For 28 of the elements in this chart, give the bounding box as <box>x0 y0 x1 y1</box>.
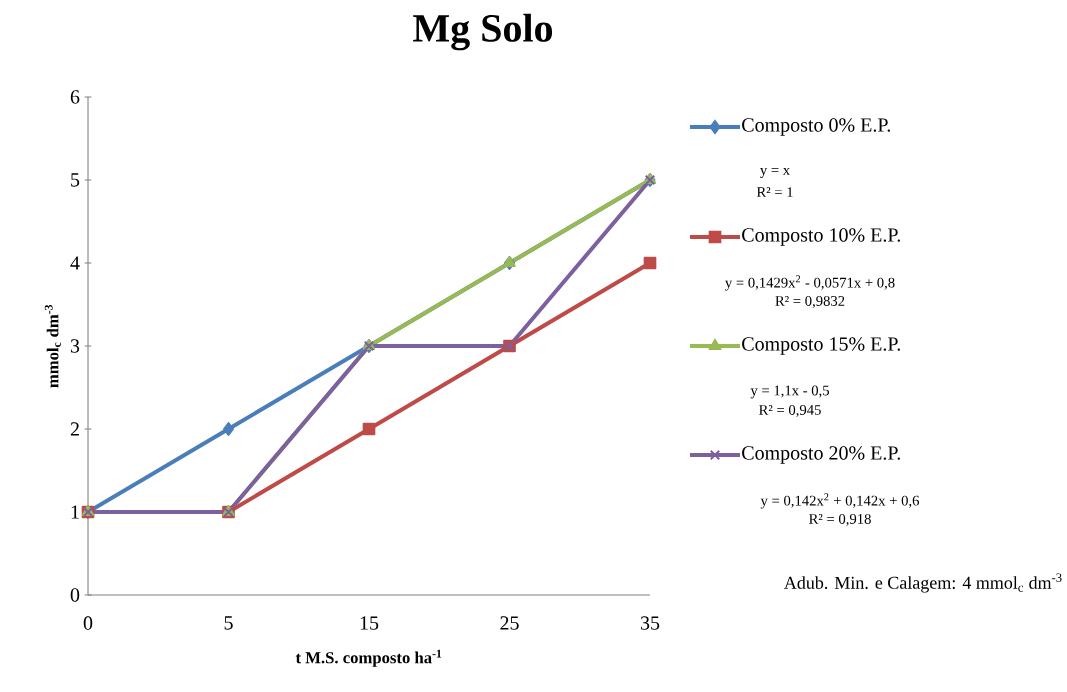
y-axis-title: mmol$_{c}$ dm$^{-3}$ <box>44 304 61 388</box>
y-tick-label: 6 <box>70 90 80 104</box>
x-tick-label: 25 <box>500 616 519 630</box>
x-tick-label: 5 <box>224 616 233 630</box>
text: y = x <box>760 168 790 178</box>
text: R² = 1 <box>756 187 793 197</box>
text: R² = 0,918 <box>809 513 871 526</box>
x-axis-title: t M.S. composto ha$^{-1}$ <box>295 649 442 667</box>
text: Adub. Min. e Calagem: 4 mmol$_{c}$ dm$^{-3}$ <box>784 573 1062 593</box>
legend-label: Composto 10% E.P. <box>742 228 900 246</box>
legend-label: Composto 15% E.P. <box>742 337 900 355</box>
y-tick-label: 1 <box>71 505 79 519</box>
legend-label: Composto 20% E.P. <box>742 446 900 464</box>
text: R² = 0,9832 <box>775 295 845 308</box>
y-tick-label: 4 <box>70 256 80 270</box>
y-tick-label: 3 <box>70 339 80 353</box>
text: R² = 0,945 <box>759 404 821 417</box>
text: y = 0,142x$^{2}$ + 0,142x + 0,6 <box>760 493 920 509</box>
legend-label: Composto 0% E.P. <box>742 118 890 136</box>
x-tick-label: 0 <box>83 616 93 630</box>
text: y = 0,1429x$^{2}$ - 0,0571x + 0,8 <box>725 275 895 291</box>
chart-title: Mg Solo <box>413 13 553 51</box>
y-tick-label: 0 <box>70 588 80 602</box>
y-tick-label: 2 <box>70 422 79 436</box>
x-tick-label: 35 <box>640 616 660 630</box>
text: y = 1,1x - 0,5 <box>750 385 829 399</box>
x-tick-label: 15 <box>360 616 379 630</box>
y-tick-label: 5 <box>71 173 80 187</box>
